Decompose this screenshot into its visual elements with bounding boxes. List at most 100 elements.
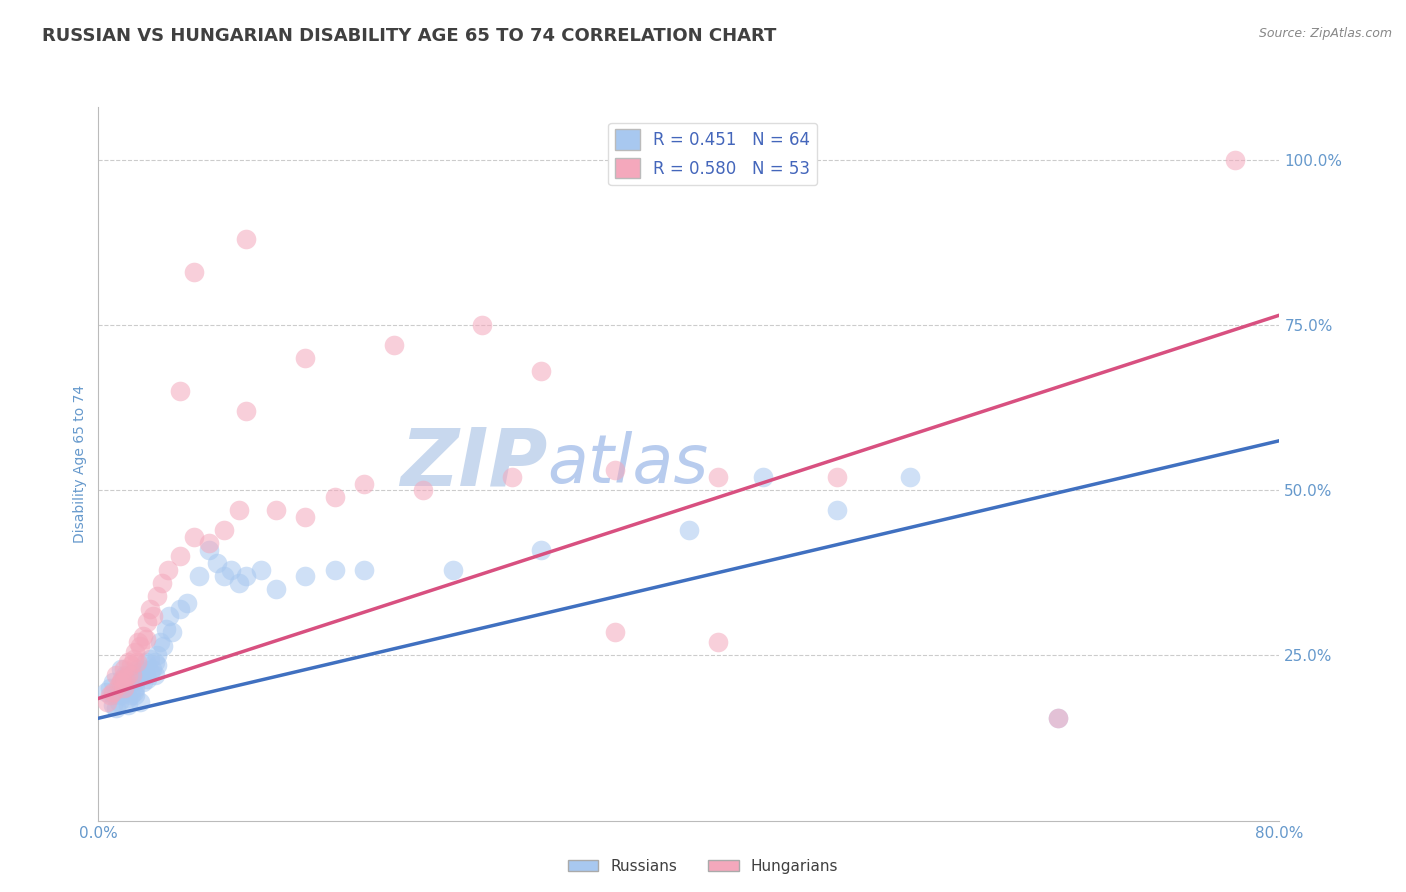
Point — [96, 695, 118, 709]
Point — [112, 662, 135, 676]
Point — [146, 658, 169, 673]
Point — [135, 655, 157, 669]
Point — [103, 688, 125, 702]
Point — [212, 569, 235, 583]
Point — [146, 589, 169, 603]
Point — [155, 622, 177, 636]
Point — [441, 563, 464, 577]
Point — [114, 681, 136, 696]
Point — [128, 695, 150, 709]
Point — [103, 698, 125, 712]
Text: ZIP: ZIP — [399, 425, 547, 503]
Point — [141, 662, 163, 676]
Point — [707, 470, 730, 484]
Point — [323, 563, 346, 577]
Point — [235, 404, 257, 418]
Point — [135, 632, 157, 646]
Point — [135, 668, 157, 682]
Point — [1223, 153, 1246, 167]
Point — [156, 563, 179, 577]
Point — [110, 674, 132, 689]
Point — [250, 563, 273, 577]
Point — [294, 509, 316, 524]
Point — [157, 608, 180, 623]
Point — [471, 318, 494, 332]
Point — [124, 681, 146, 696]
Text: RUSSIAN VS HUNGARIAN DISABILITY AGE 65 TO 74 CORRELATION CHART: RUSSIAN VS HUNGARIAN DISABILITY AGE 65 T… — [42, 27, 776, 45]
Point — [176, 596, 198, 610]
Point — [122, 685, 145, 699]
Point — [103, 685, 125, 699]
Point — [530, 364, 553, 378]
Point — [169, 549, 191, 564]
Point — [139, 652, 162, 666]
Point — [143, 668, 166, 682]
Point — [169, 602, 191, 616]
Point — [117, 668, 139, 682]
Point — [121, 668, 143, 682]
Point — [353, 476, 375, 491]
Point — [110, 662, 132, 676]
Point — [105, 701, 128, 715]
Point — [121, 668, 143, 682]
Point — [183, 265, 205, 279]
Point — [117, 698, 139, 712]
Point — [707, 635, 730, 649]
Point — [825, 503, 848, 517]
Point — [136, 672, 159, 686]
Point — [205, 556, 228, 570]
Point — [294, 569, 316, 583]
Point — [530, 542, 553, 557]
Point — [117, 681, 139, 696]
Point — [198, 542, 221, 557]
Point — [132, 629, 155, 643]
Point — [150, 575, 173, 590]
Point — [136, 615, 159, 630]
Point — [162, 625, 183, 640]
Point — [1046, 711, 1069, 725]
Point — [219, 563, 242, 577]
Point — [120, 688, 142, 702]
Point — [412, 483, 434, 498]
Point — [228, 503, 250, 517]
Point — [112, 685, 135, 699]
Point — [353, 563, 375, 577]
Point — [187, 569, 209, 583]
Point — [112, 681, 135, 696]
Point — [117, 691, 139, 706]
Point — [169, 384, 191, 399]
Point — [1046, 711, 1069, 725]
Point — [128, 665, 150, 679]
Point — [132, 662, 155, 676]
Point — [143, 655, 166, 669]
Point — [110, 674, 132, 689]
Point — [751, 470, 773, 484]
Point — [124, 645, 146, 659]
Point — [900, 470, 922, 484]
Point — [127, 662, 149, 676]
Point — [382, 338, 405, 352]
Point — [125, 655, 148, 669]
Text: atlas: atlas — [547, 431, 709, 497]
Point — [105, 668, 128, 682]
Y-axis label: Disability Age 65 to 74: Disability Age 65 to 74 — [73, 384, 87, 543]
Point — [108, 695, 131, 709]
Point — [139, 602, 162, 616]
Point — [120, 658, 142, 673]
Point — [323, 490, 346, 504]
Text: Source: ZipAtlas.com: Source: ZipAtlas.com — [1258, 27, 1392, 40]
Point — [114, 672, 136, 686]
Point — [94, 685, 117, 699]
Point — [124, 688, 146, 702]
Legend: Russians, Hungarians: Russians, Hungarians — [561, 853, 845, 880]
Point — [183, 529, 205, 543]
Point — [122, 652, 145, 666]
Point — [198, 536, 221, 550]
Point — [146, 648, 169, 663]
Point — [127, 635, 149, 649]
Point — [264, 582, 287, 597]
Point — [125, 672, 148, 686]
Point — [114, 668, 136, 682]
Point — [128, 639, 150, 653]
Point — [142, 608, 165, 623]
